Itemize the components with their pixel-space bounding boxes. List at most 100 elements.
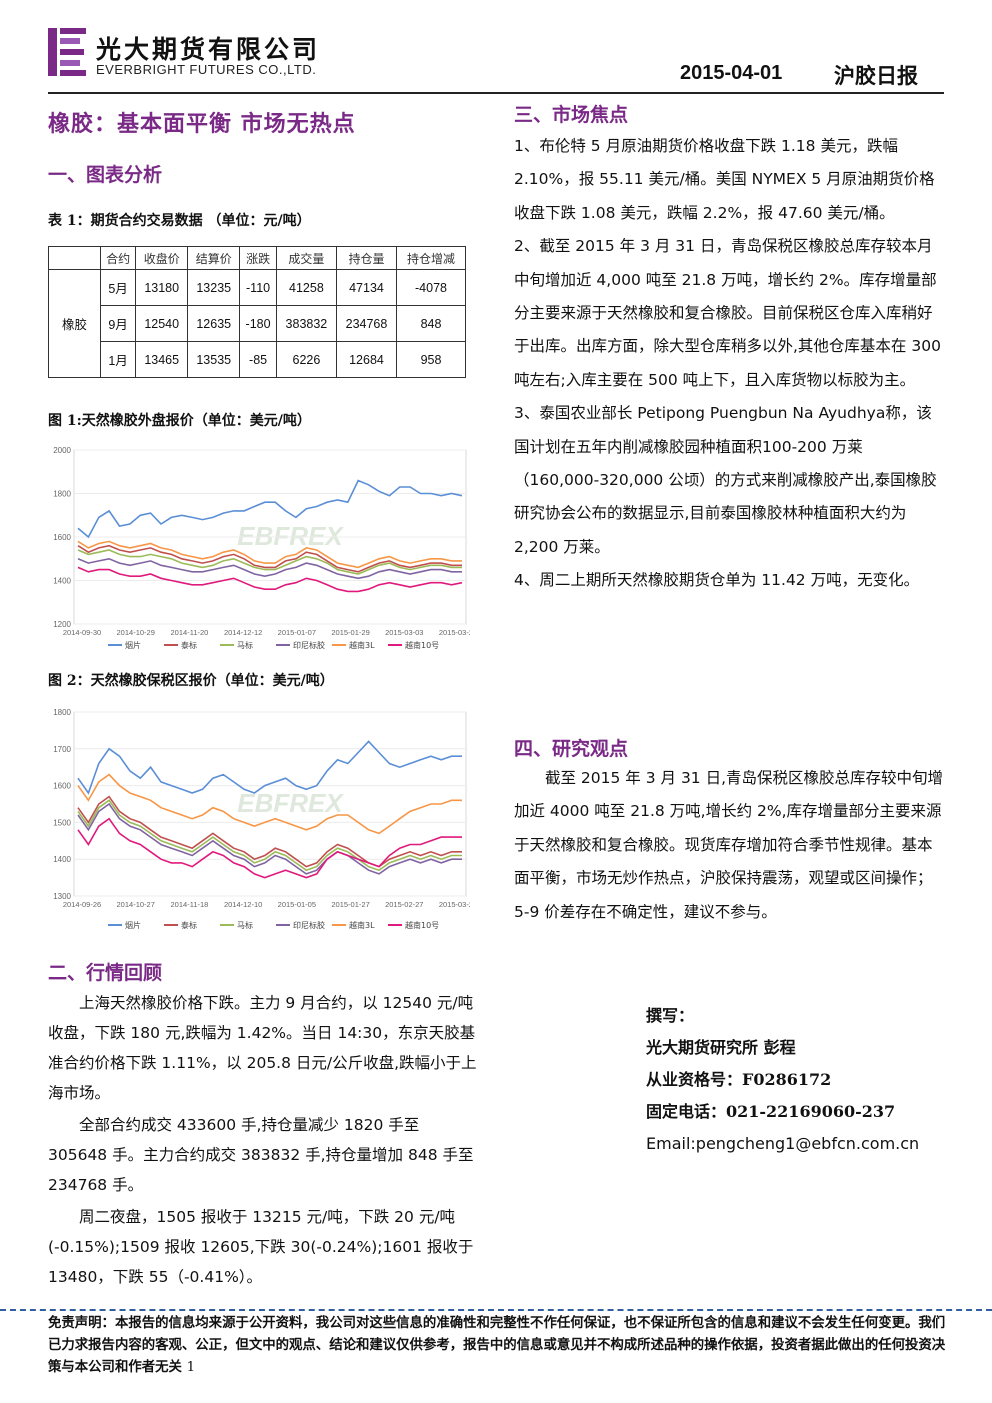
table-header-cell: 涨跌 [239,246,277,270]
footer-divider [0,1309,992,1311]
legend-label: 越南10号 [405,920,439,930]
legend-label: 马标 [237,920,253,930]
series-line [77,799,462,872]
y-tick-label: 1200 [53,620,71,629]
x-tick-label: 2014-11-18 [171,900,209,909]
page-number: 1 [186,1360,196,1375]
table-cell: 12540 [135,305,189,342]
table-cell: -110 [239,269,277,306]
table-header-cell: 收盘价 [135,246,189,270]
legend-label: 越南3L [349,640,375,650]
series-line [77,557,462,580]
author-label: 撰写： [646,1006,695,1025]
legend-label: 越南3L [349,920,375,930]
x-tick-label: 2014-09-30 [63,628,101,637]
table-cell: 41258 [275,269,337,306]
x-tick-label: 2014-12-12 [224,628,262,637]
table-row: 1月 13465 13535 -85 6226 12684 958 [49,341,466,378]
series-line [77,540,462,569]
table-cell: 5月 [99,269,137,306]
y-tick-label: 1600 [53,533,71,542]
y-tick-label: 1700 [53,745,71,754]
section-heading-opinion: 四、研究观点 [514,738,629,760]
y-tick-label: 1400 [53,577,71,586]
x-tick-label: 2014-10-29 [117,628,155,637]
focus-paragraph: 1、布伦特 5 月原油期货价格收盘下跌 1.18 美元，跌幅 2.10%，报 5… [514,137,935,222]
table-cell: 12684 [335,341,398,378]
x-tick-label: 2015-01-07 [278,628,316,637]
legend-label: 烟片 [125,920,141,930]
legend-label: 越南10号 [405,640,439,650]
opinion-paragraph: 截至 2015 年 3 月 31 日,青岛保税区橡胶总库存较中旬增加近 4000… [514,769,944,921]
table-row: 橡胶 5月 13180 13235 -110 41258 47134 -4078 [48,269,466,378]
author-email[interactable]: Email:pengcheng1@ebfcn.com.cn [646,1134,920,1153]
focus-paragraph: 4、周二上期所天然橡胶期货仓单为 11.42 万吨，无变化。 [514,571,920,590]
section-heading-focus: 三、市场焦点 [514,104,629,126]
y-tick-label: 1800 [53,490,71,499]
header-divider [48,92,944,94]
figure2-chart: EBFREX 1300 1400 1500 1600 1700 1800 2014-09-26… [48,700,470,940]
section-heading-review: 二、行情回顾 [48,962,163,984]
table-header-cell: 结算价 [187,246,241,270]
table-product-cell: 橡胶 [48,269,101,378]
figure1-caption: 图 1:天然橡胶外盘报价（单位：美元/吨） [48,413,311,429]
y-tick-label: 2000 [53,446,71,455]
table-cell: 12635 [187,305,241,342]
review-paragraph: 周二夜盘，1505 报收于 13215 元/吨，下跌 20 元/吨(-0.15%… [48,1208,474,1286]
legend-label: 印尼标胶 [293,640,325,650]
author-name: 光大期货研究所 彭程 [646,1038,796,1057]
legend-label: 泰标 [181,640,197,650]
legend-label: 泰标 [181,920,197,930]
chart-svg: EBFREX1300140015001600170018002014-09-26… [53,708,470,930]
plot-area [73,711,467,897]
table-cell: 848 [396,305,466,342]
x-tick-label: 2015-03-23 [439,900,470,909]
legend-label: 印尼标胶 [293,920,325,930]
author-contact: 撰写： 光大期货研究所 彭程 从业资格号：F0286172 固定电话：021-2… [646,1000,919,1160]
table-cell: 383832 [275,305,337,342]
table-cell: 13465 [135,341,189,378]
legend-label: 马标 [237,640,253,650]
author-phone: 固定电话：021-22169060-237 [646,1102,896,1121]
table-cell: -180 [239,305,277,342]
table-cell: 9月 [99,305,137,342]
series-line [77,549,462,575]
report-date: 2015-04-01 [680,62,783,84]
series-line [77,479,463,539]
table-header-cell: 成交量 [275,246,337,270]
series-line [77,773,462,835]
figure2-caption: 图 2：天然橡胶保税区报价（单位：美元/吨） [48,673,334,689]
x-tick-label: 2015-01-27 [331,900,369,909]
author-license: 从业资格号：F0286172 [646,1070,832,1089]
x-tick-label: 2014-11-20 [171,628,209,637]
focus-text: 1、布伦特 5 月原油期货价格收盘下跌 1.18 美元，跌幅 2.10%，报 5… [514,130,946,598]
table-cell: 958 [396,341,466,378]
x-tick-label: 2015-03-03 [385,628,423,637]
x-tick-label: 2015-01-29 [331,628,369,637]
section-heading-charts: 一、图表分析 [48,164,163,186]
table-cell: 13535 [187,341,241,378]
series-line [77,740,462,795]
y-tick-label: 1800 [53,708,71,717]
table-cell: 13235 [187,269,241,306]
table-caption: 表 1：期货合约交易数据 （单位：元/吨） [48,213,311,229]
x-tick-label: 2015-02-27 [385,900,423,909]
futures-table: 合约 收盘价 结算价 涨跌 成交量 持仓量 持仓增减 橡胶 5月 13180 1… [48,246,466,378]
table-cell: 47134 [335,269,398,306]
report-type: 沪胶日报 [834,64,918,88]
x-tick-label: 2014-12-10 [224,900,262,909]
x-tick-label: 2015-01-05 [278,900,316,909]
table-header-row: 合约 收盘价 结算价 涨跌 成交量 持仓量 持仓增减 [48,246,466,270]
y-tick-label: 1300 [53,892,71,901]
series-line [77,817,462,879]
series-line [77,802,462,875]
company-name-cn: 光大期货有限公司 [96,35,321,64]
report-title: 橡胶：基本面平衡 市场无热点 [48,111,356,137]
x-tick-label: 2014-10-27 [117,900,155,909]
series-line [77,566,463,593]
y-tick-label: 1400 [53,855,71,864]
chart-watermark: EBFREX [237,521,344,551]
disclaimer: 免责声明：本报告的信息均来源于公开资料，我公司对这些信息的准确性和完整性不作任何… [48,1312,948,1379]
review-paragraph: 全部合约成交 433600 手,持仓量减少 1820 手至 305648 手。主… [48,1116,474,1194]
opinion-text: 截至 2015 年 3 月 31 日,青岛保税区橡胶总库存较中旬增加近 4000… [514,762,946,929]
